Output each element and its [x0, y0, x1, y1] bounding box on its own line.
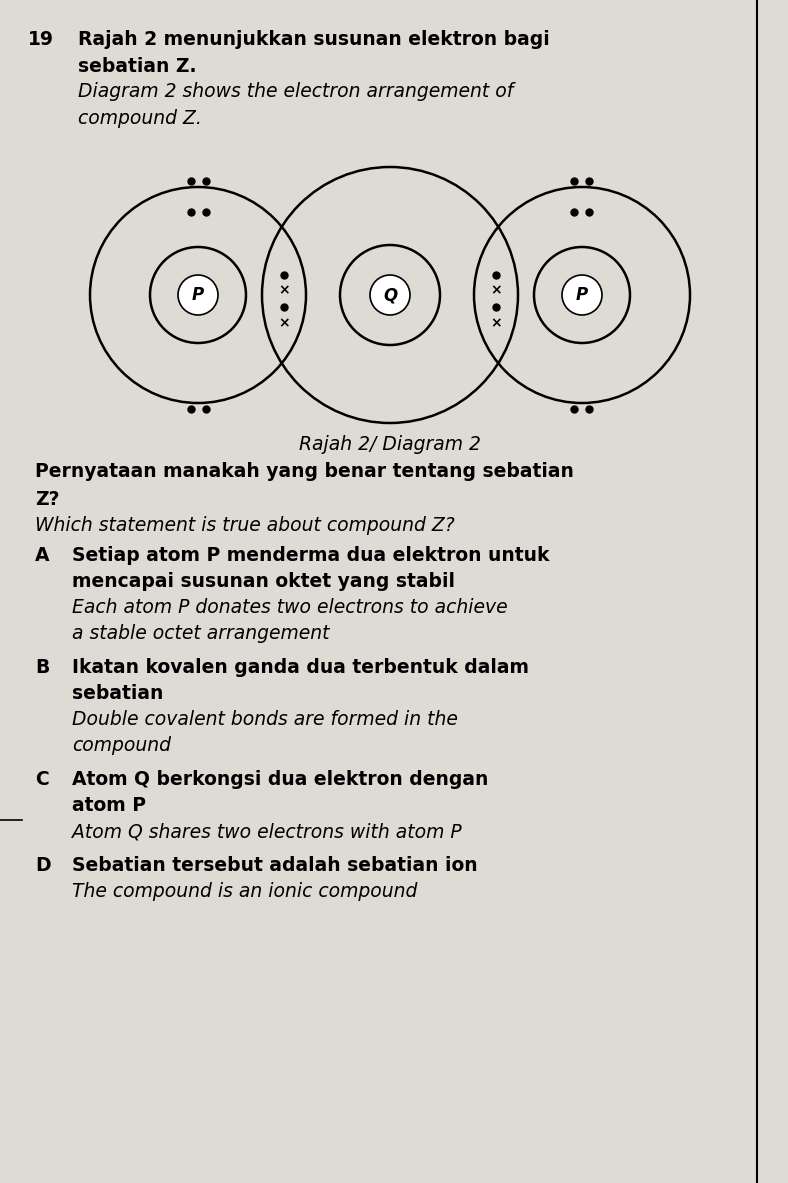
Text: Setiap atom P menderma dua elektron untuk: Setiap atom P menderma dua elektron untu…: [72, 547, 549, 565]
Text: A: A: [35, 547, 50, 565]
Text: ×: ×: [490, 283, 502, 297]
Text: ×: ×: [278, 283, 290, 297]
Text: Atom Q shares two electrons with atom P: Atom Q shares two electrons with atom P: [72, 822, 462, 841]
Text: Which statement is true about compound Z?: Which statement is true about compound Z…: [35, 516, 455, 535]
Text: The compound is an ionic compound: The compound is an ionic compound: [72, 883, 418, 901]
Text: compound: compound: [72, 736, 171, 755]
Text: ×: ×: [490, 316, 502, 330]
Circle shape: [370, 274, 410, 315]
Text: P: P: [576, 286, 588, 304]
Text: Rajah 2 menunjukkan susunan elektron bagi: Rajah 2 menunjukkan susunan elektron bag…: [78, 30, 550, 49]
Text: P: P: [192, 286, 204, 304]
Text: compound Z.: compound Z.: [78, 109, 202, 128]
Text: sebatian: sebatian: [72, 684, 163, 703]
Text: Pernyataan manakah yang benar tentang sebatian: Pernyataan manakah yang benar tentang se…: [35, 463, 574, 481]
Text: mencapai susunan oktet yang stabil: mencapai susunan oktet yang stabil: [72, 573, 455, 592]
Text: D: D: [35, 856, 50, 875]
Text: Q: Q: [383, 286, 397, 304]
Text: sebatian Z.: sebatian Z.: [78, 57, 196, 76]
Text: Diagram 2 shows the electron arrangement of: Diagram 2 shows the electron arrangement…: [78, 82, 513, 101]
Text: Sebatian tersebut adalah sebatian ion: Sebatian tersebut adalah sebatian ion: [72, 856, 478, 875]
Text: 19: 19: [28, 30, 54, 49]
Text: Rajah 2/ Diagram 2: Rajah 2/ Diagram 2: [299, 435, 481, 454]
Text: Each atom P donates two electrons to achieve: Each atom P donates two electrons to ach…: [72, 597, 507, 618]
Text: a stable octet arrangement: a stable octet arrangement: [72, 623, 329, 644]
Text: Ikatan kovalen ganda dua terbentuk dalam: Ikatan kovalen ganda dua terbentuk dalam: [72, 658, 529, 677]
Text: Double covalent bonds are formed in the: Double covalent bonds are formed in the: [72, 710, 458, 729]
Circle shape: [178, 274, 218, 315]
Text: B: B: [35, 658, 50, 677]
Text: Z?: Z?: [35, 490, 60, 509]
Text: C: C: [35, 770, 49, 789]
Text: ×: ×: [278, 316, 290, 330]
Circle shape: [562, 274, 602, 315]
Text: atom P: atom P: [72, 796, 146, 815]
Text: Atom Q berkongsi dua elektron dengan: Atom Q berkongsi dua elektron dengan: [72, 770, 489, 789]
